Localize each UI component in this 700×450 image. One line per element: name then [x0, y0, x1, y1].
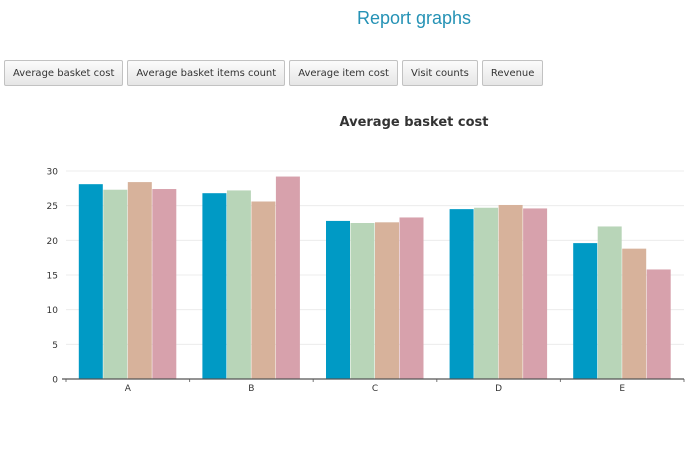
bars — [78, 176, 671, 379]
bar[interactable] — [622, 248, 647, 379]
chart-title: Average basket cost — [340, 115, 489, 130]
x-tick-label: E — [619, 384, 625, 394]
y-tick-label: 10 — [47, 306, 59, 316]
average-basket-items-count-button[interactable]: Average basket items count — [127, 60, 286, 86]
x-tick-label: C — [372, 384, 378, 394]
bar[interactable] — [251, 201, 276, 379]
bar[interactable] — [573, 243, 598, 379]
bar[interactable] — [375, 222, 399, 379]
bar[interactable] — [523, 208, 548, 379]
average-basket-cost-button[interactable]: Average basket cost — [4, 60, 124, 86]
bar[interactable] — [202, 193, 227, 379]
bar[interactable] — [275, 176, 300, 379]
y-tick-label: 0 — [52, 376, 58, 386]
x-tick-label: B — [248, 384, 254, 394]
chart-selector-toolbar: Average basket cost Average basket items… — [4, 60, 544, 86]
y-tick-label: 30 — [47, 168, 59, 178]
bar[interactable] — [350, 223, 375, 379]
bar[interactable] — [399, 217, 424, 379]
bar[interactable] — [474, 207, 499, 379]
bar[interactable] — [449, 209, 474, 379]
x-tick-label: D — [495, 384, 502, 394]
bar[interactable] — [152, 189, 177, 379]
axes: 0 5 10 15 20 25 30 A B C D E — [47, 168, 685, 394]
y-tick-label: 15 — [47, 272, 58, 282]
bar[interactable] — [498, 204, 523, 379]
bar[interactable] — [78, 184, 103, 379]
bar[interactable] — [646, 269, 671, 379]
bar[interactable] — [326, 220, 350, 379]
y-tick-label: 5 — [52, 341, 58, 351]
y-tick-label: 25 — [47, 202, 58, 212]
bar-chart: Average basket cost 0 5 10 15 20 25 30 A B C D E — [47, 115, 685, 394]
x-tick-label: A — [125, 384, 132, 394]
revenue-button[interactable]: Revenue — [481, 60, 544, 86]
bar[interactable] — [597, 226, 622, 379]
bar[interactable] — [127, 182, 152, 379]
page-title: Report graphs — [356, 8, 472, 28]
bar[interactable] — [103, 189, 128, 379]
y-tick-label: 20 — [47, 237, 59, 247]
average-item-cost-button[interactable]: Average item cost — [289, 60, 398, 86]
visit-counts-button[interactable]: Visit counts — [401, 60, 478, 86]
bar[interactable] — [226, 190, 251, 379]
chart-container: Average basket cost 0 5 10 15 20 25 30 A B C D E — [0, 100, 700, 420]
